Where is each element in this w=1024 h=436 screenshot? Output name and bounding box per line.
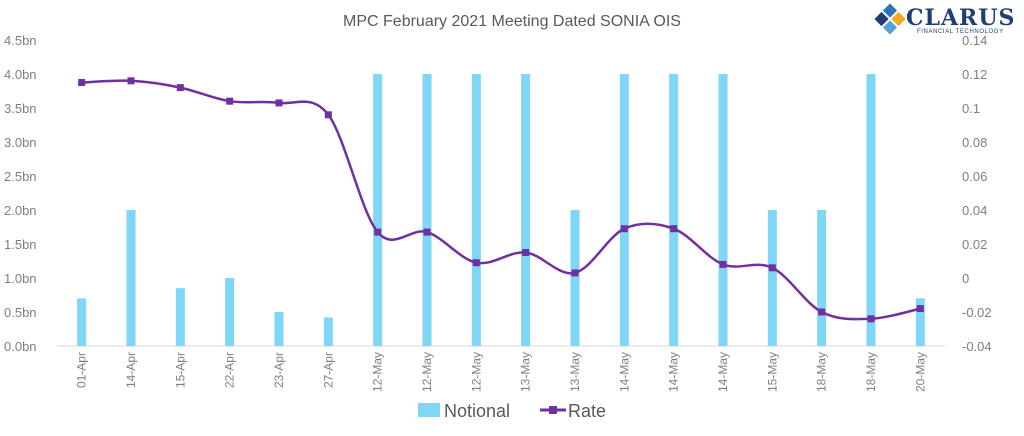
legend-notional-swatch [418, 403, 440, 417]
right-tick-label: 0.04 [962, 203, 987, 218]
notional-bar [373, 74, 383, 346]
x-tick-label: 12-May [371, 352, 385, 392]
x-tick-label: 12-May [420, 352, 434, 392]
left-tick-label: 3.5bn [4, 101, 37, 116]
right-tick-label: 0.14 [962, 33, 987, 48]
rate-point [176, 84, 184, 92]
x-tick-label: 22-Apr [223, 352, 237, 388]
logo-name: CLARUS [906, 5, 1015, 31]
x-tick-label: 20-May [913, 352, 927, 392]
legend: Notional Rate [418, 401, 606, 421]
notional-bar [669, 74, 679, 346]
notional-bar [915, 298, 925, 346]
notional-bar [225, 278, 235, 346]
x-tick-label: 18-May [815, 352, 829, 392]
rate-point [127, 77, 135, 85]
notional-bar [866, 74, 876, 346]
rate-point [867, 315, 875, 323]
rate-point [275, 99, 283, 107]
left-tick-label: 0.0bn [4, 339, 37, 354]
x-tick-label: 14-May [716, 352, 730, 392]
left-tick-label: 3.0bn [4, 135, 37, 150]
right-axis: -0.04 -0.02 0 0.02 0.04 0.06 0.08 0.1 0.12 0.14 [962, 33, 992, 354]
x-tick-label: 01-Apr [75, 352, 89, 388]
notional-bar [323, 317, 333, 346]
rate-point [620, 225, 628, 233]
notional-bar [817, 210, 827, 346]
logo: CLARUS FINANCIAL TECHNOLOGY [874, 3, 1015, 35]
right-tick-label: 0.1 [962, 101, 980, 116]
notional-bar [619, 74, 629, 346]
rate-point [423, 228, 431, 236]
notional-bars [77, 74, 925, 346]
x-tick-label: 18-May [864, 352, 878, 392]
notional-bar [718, 74, 728, 346]
x-tick-label: 14-May [667, 352, 681, 392]
rate-point [226, 97, 234, 105]
x-tick-label: 15-May [765, 352, 779, 392]
rate-point [472, 259, 480, 267]
x-tick-label: 12-May [469, 352, 483, 392]
legend-notional-label: Notional [444, 401, 510, 421]
x-tick-label: 13-May [568, 352, 582, 392]
rate-point [670, 225, 678, 233]
left-tick-label: 0.5bn [4, 305, 37, 320]
rate-point [571, 269, 579, 277]
rate-point [324, 111, 332, 119]
rate-line-path [81, 79, 921, 321]
left-tick-label: 2.5bn [4, 169, 37, 184]
x-tick-label: 14-Apr [124, 352, 138, 388]
right-tick-label: 0.08 [962, 135, 987, 150]
rate-point [374, 228, 382, 236]
x-axis: 01-Apr 14-Apr 15-Apr 22-Apr 23-Apr 27-Apr 12-M… [75, 352, 928, 392]
left-tick-label: 2.0bn [4, 203, 37, 218]
right-tick-label: -0.02 [962, 305, 992, 320]
legend-rate-label: Rate [568, 401, 606, 421]
left-tick-label: 1.5bn [4, 237, 37, 252]
x-tick-label: 27-Apr [321, 352, 335, 388]
rate-point [818, 308, 826, 316]
right-tick-label: 0 [962, 271, 969, 286]
rate-point [719, 260, 727, 268]
chart-title: MPC February 2021 Meeting Dated SONIA OI… [343, 13, 681, 30]
x-tick-label: 13-May [519, 352, 533, 392]
left-tick-label: 1.0bn [4, 271, 37, 286]
rate-point [522, 249, 530, 256]
notional-bar [175, 288, 185, 346]
logo-tagline: FINANCIAL TECHNOLOGY [917, 29, 1004, 35]
left-axis: 0.0bn 0.5bn 1.0bn 1.5bn 2.0bn 2.5bn 3.0bn 3.5bn… [4, 33, 37, 354]
legend-rate-marker [549, 406, 557, 414]
notional-bar [521, 74, 531, 346]
right-tick-label: 0.06 [962, 169, 987, 184]
right-tick-label: -0.04 [962, 339, 992, 354]
notional-bar [77, 298, 87, 346]
left-tick-label: 4.0bn [4, 67, 37, 82]
right-tick-label: 0.12 [962, 67, 987, 82]
left-tick-label: 4.5bn [4, 33, 37, 48]
x-tick-label: 15-Apr [173, 352, 187, 388]
notional-bar [767, 210, 777, 346]
rate-point [916, 305, 924, 313]
rate-point [768, 264, 776, 272]
rate-line [78, 77, 924, 323]
notional-bar [422, 74, 432, 346]
right-tick-label: 0.02 [962, 237, 987, 252]
x-tick-label: 23-Apr [272, 352, 286, 388]
notional-bar [570, 210, 580, 346]
notional-bar [274, 312, 284, 346]
x-tick-label: 14-May [617, 352, 631, 392]
notional-bar [471, 74, 481, 346]
logo-mark [874, 3, 906, 35]
rate-point [78, 79, 86, 86]
notional-bar [126, 210, 136, 346]
